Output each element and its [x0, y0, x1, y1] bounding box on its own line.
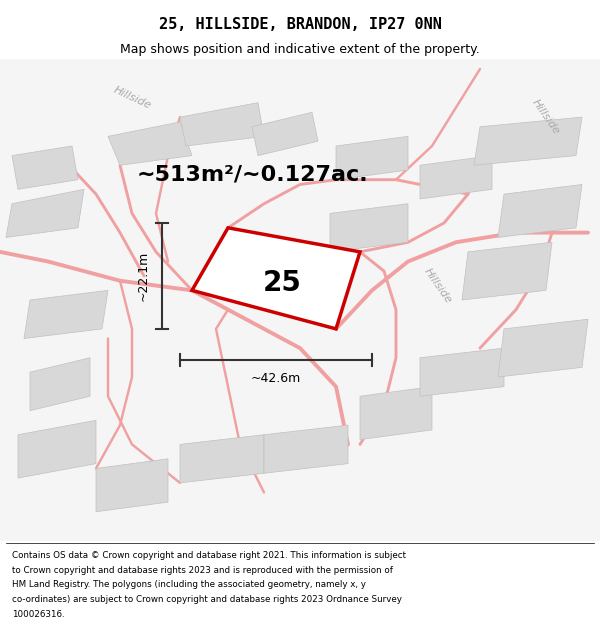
Polygon shape [474, 117, 582, 165]
Polygon shape [420, 348, 504, 396]
Polygon shape [330, 204, 408, 252]
Polygon shape [462, 242, 552, 300]
Text: ~22.1m: ~22.1m [137, 251, 150, 301]
Polygon shape [96, 459, 168, 512]
Text: 25: 25 [263, 269, 301, 297]
Text: to Crown copyright and database rights 2023 and is reproduced with the permissio: to Crown copyright and database rights 2… [12, 566, 393, 574]
Text: Hillside: Hillside [112, 85, 152, 111]
Polygon shape [264, 425, 348, 473]
Text: co-ordinates) are subject to Crown copyright and database rights 2023 Ordnance S: co-ordinates) are subject to Crown copyr… [12, 595, 402, 604]
Text: HM Land Registry. The polygons (including the associated geometry, namely x, y: HM Land Registry. The polygons (includin… [12, 580, 366, 589]
Text: Hillside: Hillside [530, 98, 562, 137]
Polygon shape [360, 387, 432, 439]
Polygon shape [180, 435, 264, 483]
Polygon shape [18, 420, 96, 478]
Text: ~42.6m: ~42.6m [251, 372, 301, 385]
Text: ~513m²/~0.127ac.: ~513m²/~0.127ac. [136, 165, 368, 185]
Polygon shape [180, 102, 264, 146]
Polygon shape [498, 184, 582, 238]
Polygon shape [498, 319, 588, 377]
Polygon shape [252, 112, 318, 156]
Polygon shape [24, 291, 108, 339]
Text: 100026316.: 100026316. [12, 610, 65, 619]
Text: 25, HILLSIDE, BRANDON, IP27 0NN: 25, HILLSIDE, BRANDON, IP27 0NN [158, 17, 442, 32]
Polygon shape [336, 136, 408, 180]
Text: Map shows position and indicative extent of the property.: Map shows position and indicative extent… [120, 42, 480, 56]
Text: Contains OS data © Crown copyright and database right 2021. This information is : Contains OS data © Crown copyright and d… [12, 551, 406, 560]
Polygon shape [6, 189, 84, 238]
Text: Hillside: Hillside [422, 266, 454, 305]
Polygon shape [420, 156, 492, 199]
Polygon shape [30, 357, 90, 411]
Polygon shape [192, 228, 360, 329]
Polygon shape [108, 122, 192, 165]
Polygon shape [12, 146, 78, 189]
